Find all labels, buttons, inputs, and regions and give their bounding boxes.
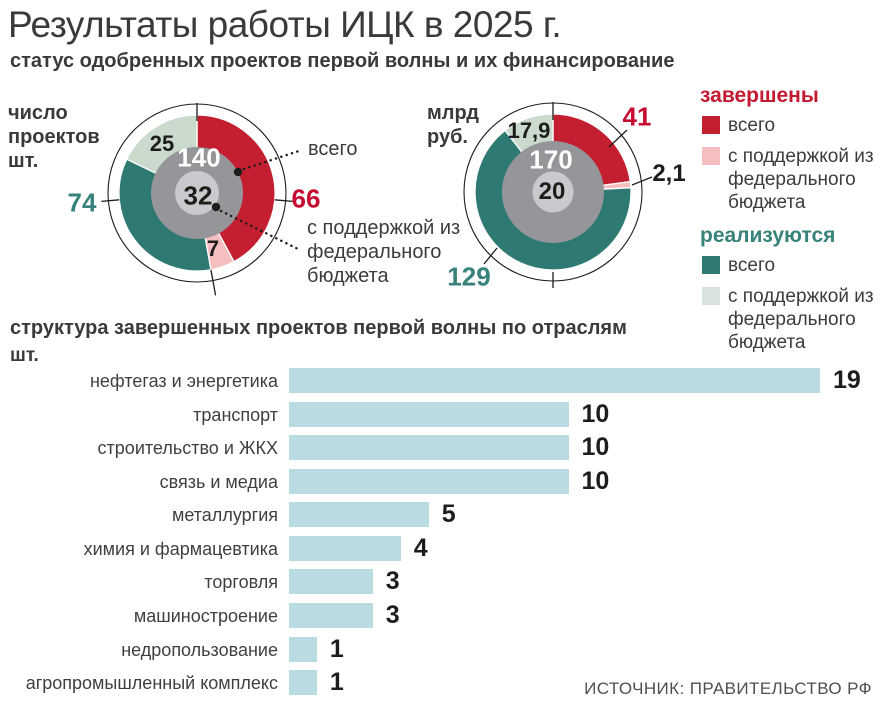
donut-money-chart — [463, 102, 653, 288]
bar-value: 1 — [329, 634, 344, 663]
legend-swatch-completed-total — [702, 116, 720, 134]
legend-swatch-realized-total — [702, 256, 720, 274]
bar-category-label: химия и фармацевтика — [83, 538, 278, 559]
slice-label-completed-federal-projects: 7 — [206, 236, 220, 261]
bar-category-label: торговля — [204, 572, 278, 593]
bar-rect — [289, 468, 569, 494]
bar-value: 3 — [385, 567, 400, 596]
bar-value: 10 — [581, 399, 610, 428]
donut-center-federal-disc — [532, 171, 574, 213]
donut-projects-chart — [101, 103, 304, 296]
bar-row: химия и фармацевтика 4 — [0, 533, 885, 562]
legend-swatch-completed-federal — [702, 147, 720, 165]
center-total-money: 170 — [529, 144, 573, 175]
donut-tick — [274, 199, 293, 203]
legend-item-realized-federal: с поддержкой из федерального бюджета — [700, 285, 876, 354]
page-title: Результаты работы ИЦК в 2025 г. — [8, 4, 562, 45]
bar-value: 19 — [833, 366, 861, 394]
legend-item-realized-total: всего — [700, 254, 876, 277]
legend-swatch-realized-federal — [702, 287, 720, 305]
bar-value: 3 — [385, 601, 400, 629]
callout-dot-outer — [233, 167, 243, 177]
donut-tick — [210, 269, 217, 296]
bar-value: 5 — [441, 500, 456, 529]
legend-heading-completed: завершены — [700, 84, 819, 107]
callout-federal-budget: с поддержкой из федерального бюджета — [307, 217, 461, 287]
bar-chart-unit: шт. — [10, 345, 39, 366]
bar-rect — [289, 603, 373, 628]
legend-label: всего — [728, 115, 776, 136]
legend-label: с поддержкой из федерального бюджета — [728, 286, 874, 353]
bar-category-label: агропромышленный комплекс — [25, 673, 278, 694]
bar-row: нефтегаз и энергетика 19 — [0, 366, 885, 394]
bar-value: 4 — [413, 533, 428, 562]
bar-category-label: недропользование — [121, 639, 278, 660]
bar-row: связь и медиа 10 — [0, 466, 885, 495]
center-federal-money: 20 — [538, 178, 566, 205]
legend-heading-realized: реализуются — [700, 224, 836, 247]
legend: завершены всего с поддержкой из федераль… — [700, 84, 876, 362]
slice-label-completed-federal-money: 2,1 — [652, 160, 686, 187]
bar-category-label: строительство и ЖКХ — [97, 438, 278, 459]
page-subtitle: статус одобренных проектов первой волны … — [10, 50, 675, 72]
slice-label-realized-federal-money: 17,9 — [507, 118, 551, 143]
bar-category-label: связь и медиа — [159, 471, 278, 492]
slice-label-realized-federal-projects: 25 — [149, 131, 175, 156]
bar-row: агропромышленный комплекс 1 — [0, 668, 885, 697]
bar-rect — [289, 502, 429, 528]
slice-label-realized-total-projects: 74 — [67, 187, 97, 218]
bar-row: строительство и ЖКХ 10 — [0, 433, 885, 462]
donut-center-federal-disc — [175, 171, 219, 215]
donut-money-callout-lines — [483, 129, 653, 265]
legend-item-completed-federal: с поддержкой из федерального бюджета — [700, 145, 876, 214]
bar-category-label: машиностроение — [133, 606, 278, 626]
legend-item-completed-total: всего — [700, 114, 876, 137]
bar-row: металлургия 5 — [0, 500, 885, 529]
bar-rect — [289, 569, 373, 595]
donut-slices — [463, 102, 643, 288]
callout-dot-inner — [211, 202, 221, 212]
bar-chart: нефтегаз и энергетика 19 транспорт 10 строит… — [0, 366, 885, 708]
bar-rect — [289, 535, 401, 561]
legend-label: всего — [728, 255, 776, 276]
bar-row: недропользование 1 — [0, 634, 885, 663]
bar-row: транспорт 10 — [0, 399, 885, 428]
bar-category-label: металлургия — [171, 505, 278, 526]
slice-label-completed-total-money: 41 — [622, 101, 652, 132]
bar-value: 1 — [329, 668, 344, 697]
center-total-projects: 140 — [177, 142, 221, 173]
bar-value: 10 — [581, 466, 610, 495]
bar-rect — [289, 435, 569, 461]
bar-category-label: нефтегаз и энергетика — [89, 371, 278, 391]
donut-tick — [101, 199, 120, 203]
slice-label-realized-total-money: 129 — [447, 261, 491, 292]
donut-projects-callout-lines — [211, 148, 304, 252]
bar-rect — [289, 636, 317, 662]
bar-row: торговля 3 — [0, 567, 885, 596]
source-note: ИСТОЧНИК: ПРАВИТЕЛЬСТВО РФ — [584, 679, 872, 698]
bar-chart-title: структура завершенных проектов первой во… — [10, 317, 627, 339]
bar-rect — [289, 368, 820, 393]
slice-label-completed-total-projects: 66 — [291, 183, 321, 214]
center-federal-projects: 32 — [183, 180, 213, 211]
legend-label: с поддержкой из федерального бюджета — [728, 146, 874, 213]
callout-total: всего — [308, 138, 358, 160]
donut-slices — [101, 103, 293, 296]
donut-projects-units-label: число проектов шт. — [8, 102, 100, 172]
bar-rect — [289, 401, 569, 427]
donut-money-units-label: млрд руб. — [427, 102, 479, 148]
bar-row: машиностроение 3 — [0, 601, 885, 629]
bar-value: 10 — [581, 433, 610, 462]
bar-rect — [289, 670, 317, 696]
bar-category-label: транспорт — [193, 404, 278, 425]
